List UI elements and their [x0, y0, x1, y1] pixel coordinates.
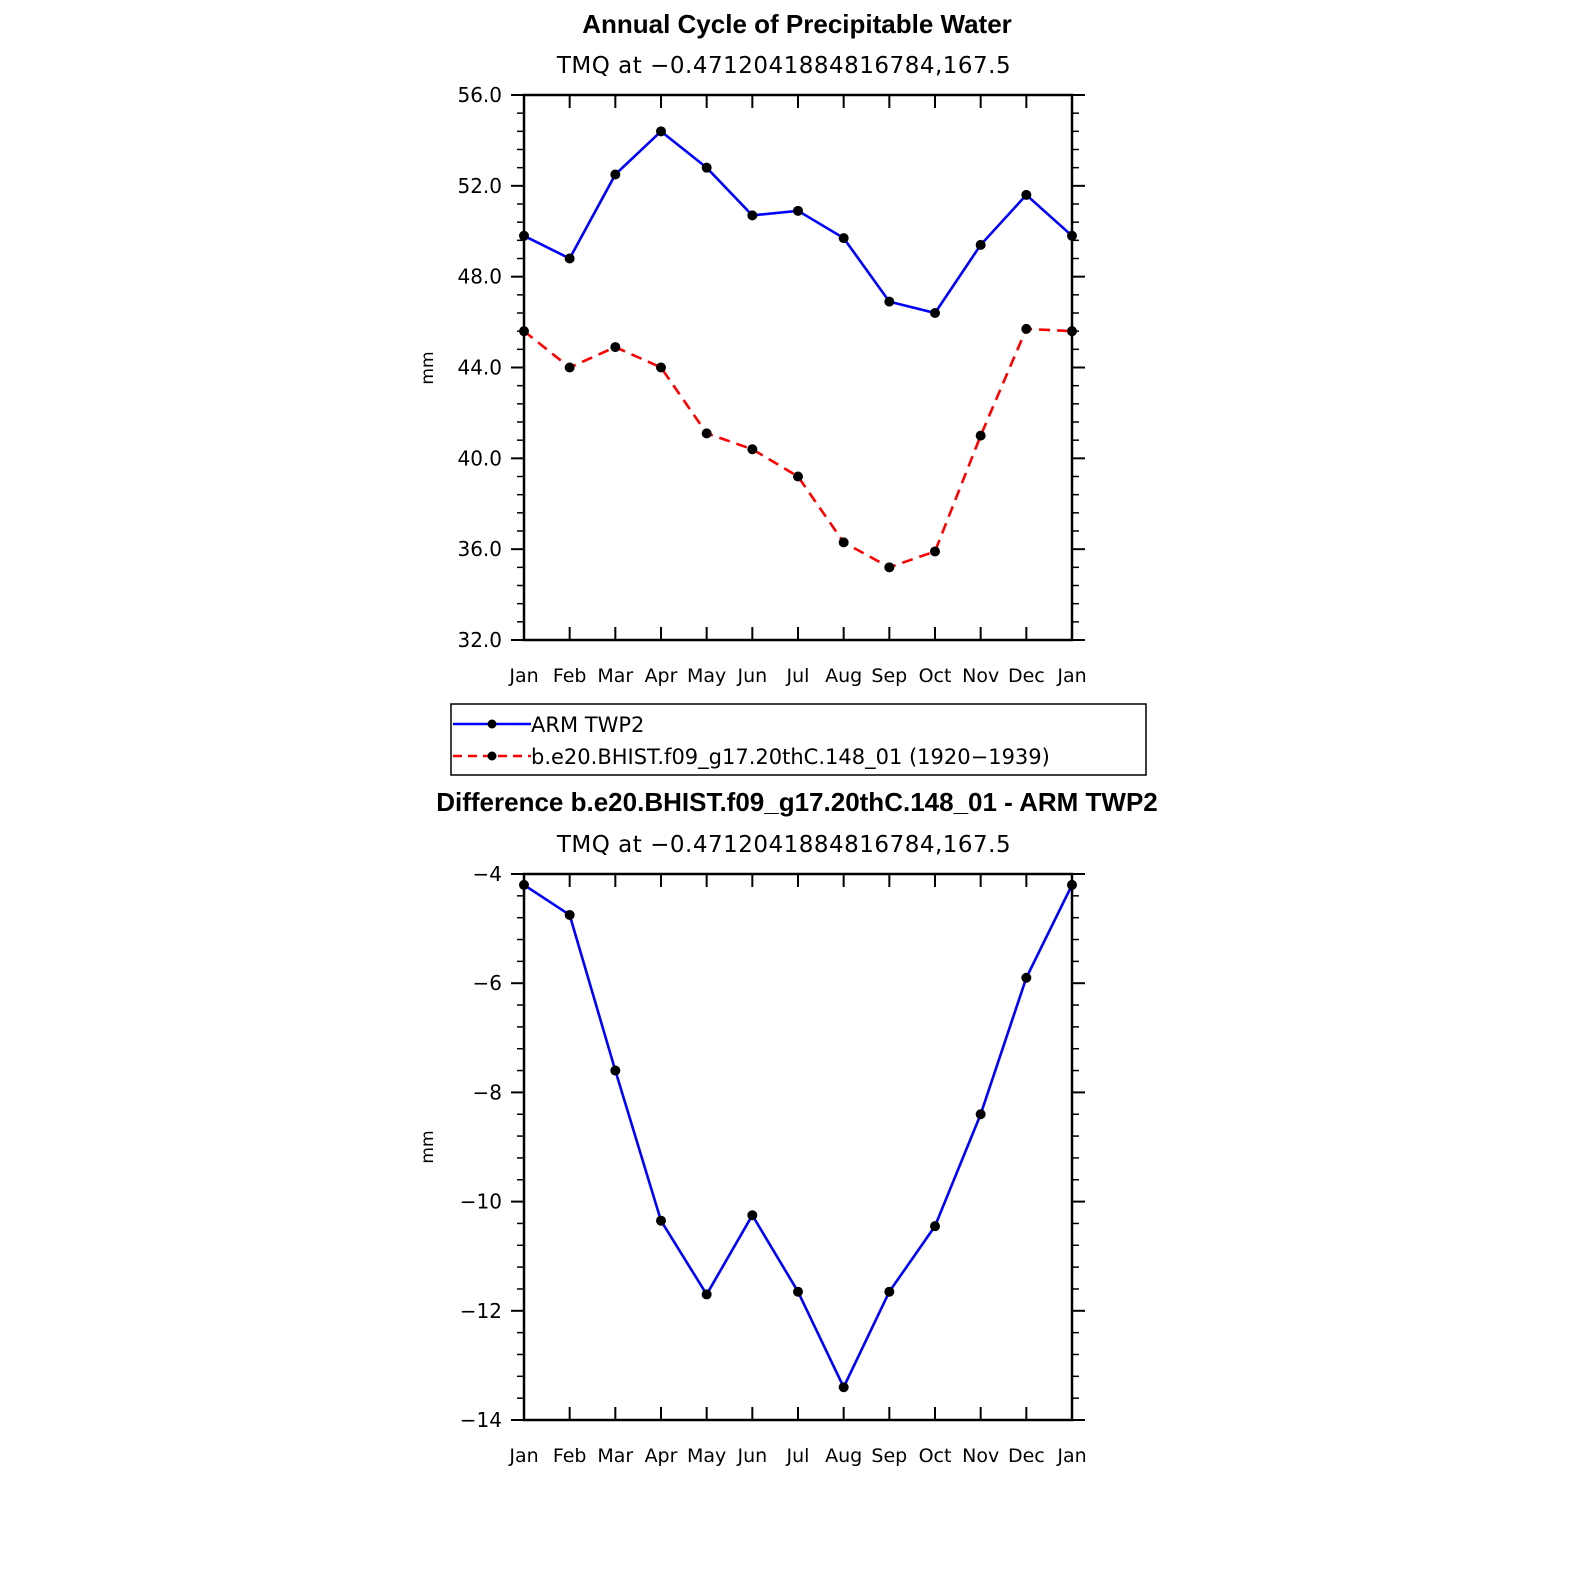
chart-0-series-1-point	[1021, 323, 1032, 334]
x-tick-label: Apr	[645, 1445, 678, 1467]
chart-0-series-1-point	[838, 537, 849, 548]
bottom-chart-plot: Jan Feb Mar Apr May Jun Jul Aug Sep Oct Nov Dec Jan−…	[460, 862, 1087, 1467]
chart-0-series-0-point	[1021, 189, 1032, 200]
chart-0-series-1-point	[884, 562, 895, 573]
chart-0-series-1-point	[656, 362, 666, 373]
chart-0-series-1-point	[701, 428, 712, 439]
x-tick-label: Aug	[825, 1445, 862, 1467]
x-tick-label: Jan	[1056, 665, 1086, 687]
chart-1-series-0-point	[884, 1286, 895, 1297]
chart-0-series-0-point	[884, 296, 895, 307]
chart-1-series-0-point	[1021, 972, 1032, 983]
plot-frame	[522, 93, 1074, 642]
chart-0-series-1-point	[930, 546, 940, 557]
bottom-chart-subtitle: TMQ at −0.4712041884816784,167.5	[556, 832, 1011, 858]
chart-0-series-0-point	[838, 233, 849, 244]
x-tick-label: Jan	[508, 665, 538, 687]
chart-0-series-0-point	[747, 210, 758, 221]
x-tick-label: Aug	[825, 665, 862, 687]
chart-1-series-0-point	[793, 1286, 803, 1297]
legend-label-arm: ARM TWP2	[531, 713, 644, 737]
chart-0-series-1-point	[747, 444, 758, 455]
x-tick-label: Dec	[1008, 1445, 1045, 1467]
y-tick-label: 36.0	[457, 537, 502, 561]
x-tick-label: Feb	[553, 665, 587, 687]
chart-0-series-0-point	[701, 162, 712, 173]
chart-1-series-0-point	[564, 909, 575, 920]
top-chart-plot: Jan Feb Mar Apr May Jun Jul Aug Sep Oct Nov Dec Jan 5…	[457, 83, 1086, 687]
y-tick-label: −8	[473, 1080, 502, 1104]
legend-marker-model	[487, 751, 497, 761]
chart-0-series-0-point	[975, 239, 986, 250]
y-tick-label: −4	[473, 862, 502, 886]
chart-0-series-0-point	[564, 253, 575, 264]
y-tick-label: −10	[460, 1190, 502, 1214]
y-tick-label: 48.0	[457, 265, 502, 289]
chart-0-series-0-line	[523, 129, 1073, 315]
chart-0-series-0-point	[930, 308, 940, 318]
top-chart-ylabel: mm	[418, 351, 438, 384]
chart-1-series-0-point	[975, 1109, 986, 1120]
y-tick-label: 44.0	[457, 356, 502, 380]
x-tick-label: May	[687, 665, 726, 687]
x-tick-label: Jan	[1056, 1445, 1086, 1467]
x-tick-label: Jun	[736, 665, 767, 687]
y-tick-label: 32.0	[457, 628, 502, 652]
x-tick-label: Sep	[871, 665, 907, 687]
x-tick-label: Mar	[597, 1445, 633, 1467]
x-tick-label: Jul	[786, 665, 810, 687]
x-tick-label: Jun	[736, 1445, 767, 1467]
y-tick-label: 56.0	[457, 83, 502, 107]
top-chart-subtitle: TMQ at −0.4712041884816784,167.5	[556, 53, 1011, 79]
x-tick-label: Nov	[962, 665, 999, 687]
chart-1-series-0-line	[523, 883, 1074, 1391]
bottom-chart-title: Difference b.e20.BHIST.f09_g17.20thC.148…	[436, 787, 1158, 817]
chart-0-series-0-point	[610, 169, 621, 180]
chart-0-series-0-point	[793, 205, 803, 216]
y-tick-label: 52.0	[457, 174, 502, 198]
y-tick-label: −14	[460, 1408, 502, 1432]
y-tick-label: −12	[460, 1299, 502, 1323]
chart-1-series-0-point	[610, 1065, 621, 1076]
chart-0-series-0-point	[519, 230, 529, 241]
chart-0-series-1-point	[564, 362, 575, 373]
plot-frame	[522, 872, 1074, 1422]
chart-1-series-0-point	[1067, 879, 1077, 890]
legend-box	[450, 703, 1147, 776]
chart-0-series-1-point	[975, 430, 986, 441]
chart-0-series-1-point	[519, 326, 529, 337]
x-tick-label: Jul	[786, 1445, 810, 1467]
legend-marker-arm	[487, 719, 497, 729]
x-tick-label: Oct	[919, 1445, 952, 1467]
chart-0-series-1-point	[793, 471, 803, 482]
chart-0-series-1-point	[1067, 326, 1077, 337]
x-tick-label: Oct	[919, 665, 952, 687]
x-tick-label: Nov	[962, 1445, 999, 1467]
bottom-chart-ylabel: mm	[418, 1130, 438, 1163]
chart-1-series-0-point	[519, 879, 529, 890]
legend: ARM TWP2 b.e20.BHIST.f09_g17.20thC.148_0…	[450, 703, 1147, 776]
x-tick-label: May	[687, 1445, 726, 1467]
chart-1-series-0-point	[701, 1289, 712, 1300]
top-chart-title: Annual Cycle of Precipitable Water	[582, 9, 1012, 39]
x-tick-label: Mar	[597, 665, 633, 687]
x-tick-label: Dec	[1008, 665, 1045, 687]
x-tick-label: Apr	[645, 665, 678, 687]
chart-1-series-0-point	[747, 1210, 758, 1221]
chart-0-series-1-line	[523, 327, 1073, 569]
chart-0-series-0-point	[1067, 230, 1077, 241]
chart-1-series-0-point	[930, 1221, 940, 1232]
chart-1-series-0-point	[656, 1215, 666, 1226]
chart-0-series-1-point	[610, 342, 621, 353]
x-tick-label: Feb	[553, 1445, 587, 1467]
chart-1-series-0-point	[838, 1382, 849, 1393]
y-tick-label: 40.0	[457, 446, 502, 470]
chart-0-series-0-point	[656, 126, 666, 137]
x-tick-label: Jan	[508, 1445, 538, 1467]
legend-label-model: b.e20.BHIST.f09_g17.20thC.148_01 (1920−1…	[531, 745, 1050, 770]
y-tick-label: −6	[473, 971, 502, 995]
x-tick-label: Sep	[871, 1445, 907, 1467]
